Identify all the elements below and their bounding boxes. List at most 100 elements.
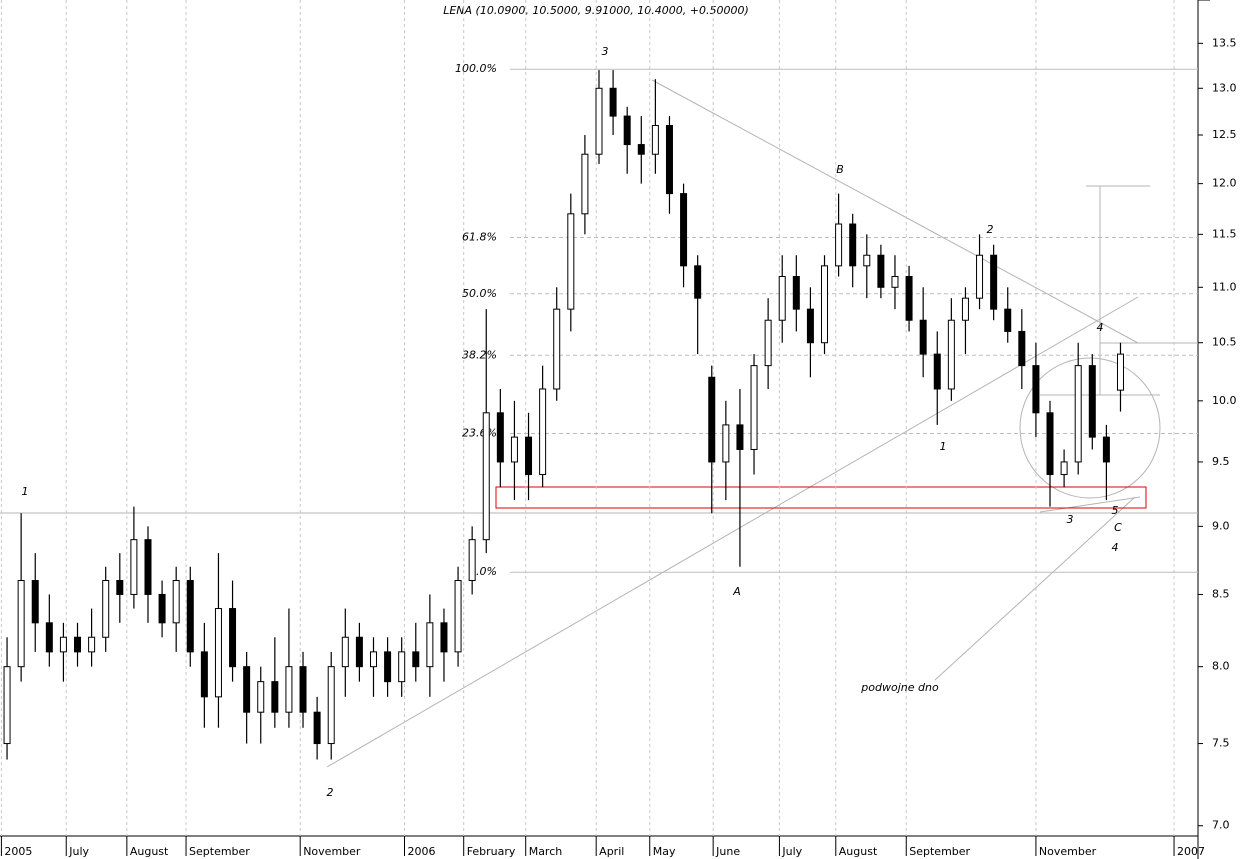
candle-body bbox=[976, 254, 984, 299]
x-tick-label: 2006 bbox=[408, 845, 436, 858]
candle-body bbox=[680, 193, 688, 267]
wave-label: C bbox=[1114, 521, 1122, 534]
candle-body bbox=[947, 319, 955, 390]
candle-body bbox=[919, 319, 927, 355]
wave-label: 1 bbox=[940, 440, 947, 453]
fib-label: 38.2% bbox=[462, 348, 497, 361]
wave-label: 3 bbox=[1067, 513, 1074, 526]
y-tick-label: 8.0 bbox=[1212, 660, 1230, 673]
x-tick-label: August bbox=[839, 845, 878, 858]
y-tick-label: 11.5 bbox=[1212, 227, 1237, 240]
y-tick-label: 13.0 bbox=[1212, 81, 1237, 94]
candle-body bbox=[102, 580, 110, 638]
candle-body bbox=[426, 622, 434, 668]
x-tick-label: 2005 bbox=[4, 845, 32, 858]
drawing-tools bbox=[0, 79, 1198, 768]
candle-body bbox=[905, 276, 913, 321]
candle-body bbox=[553, 308, 561, 390]
candle-body bbox=[849, 223, 857, 267]
candle-body bbox=[243, 666, 251, 713]
trend-line bbox=[651, 79, 1139, 344]
candle-body bbox=[651, 125, 659, 155]
pointer-line bbox=[934, 496, 1136, 681]
candle-body bbox=[933, 353, 941, 390]
candle-body bbox=[144, 539, 152, 595]
candle-body bbox=[990, 254, 998, 310]
candle-body bbox=[186, 580, 194, 653]
wave-label: 3 bbox=[602, 45, 609, 58]
wave-label: 4 bbox=[1097, 321, 1104, 334]
candle-body bbox=[299, 666, 307, 713]
candle-body bbox=[341, 636, 349, 668]
candle-body bbox=[708, 376, 716, 463]
note: podwojne dno bbox=[860, 681, 939, 694]
candle-body bbox=[1088, 365, 1096, 438]
y-tick-label: 7.0 bbox=[1212, 819, 1230, 832]
candle-body bbox=[750, 365, 758, 450]
candle-body bbox=[1032, 365, 1040, 414]
pointer-line bbox=[1039, 496, 1141, 513]
candle-body bbox=[369, 651, 377, 668]
candle-body bbox=[694, 265, 702, 299]
candle-body bbox=[313, 711, 321, 745]
y-tick-label: 8.5 bbox=[1212, 587, 1230, 600]
candle-body bbox=[764, 319, 772, 367]
candle-body bbox=[440, 622, 448, 653]
x-tick-label: June bbox=[715, 845, 740, 858]
y-tick-label: 7.5 bbox=[1212, 737, 1230, 750]
y-tick-label: 12.5 bbox=[1212, 128, 1237, 141]
candle-body bbox=[1004, 308, 1012, 332]
wave-label: 1 bbox=[22, 485, 29, 498]
candle-body bbox=[17, 580, 25, 668]
y-tick-label: 10.5 bbox=[1212, 336, 1237, 349]
x-tick-label: April bbox=[599, 845, 624, 858]
x-tick-label: May bbox=[653, 845, 676, 858]
candle-body bbox=[158, 593, 166, 624]
x-tick-label: July bbox=[68, 845, 89, 858]
support-box bbox=[495, 486, 1147, 509]
candle-body bbox=[229, 608, 237, 668]
fib-label: 23.6% bbox=[462, 426, 497, 439]
candle-body bbox=[567, 213, 575, 310]
circle-marker bbox=[1019, 357, 1161, 499]
candle-body bbox=[482, 412, 490, 541]
candle-body bbox=[384, 651, 392, 683]
candle-body bbox=[214, 608, 222, 698]
candle-body bbox=[257, 681, 265, 713]
y-tick-label: 11.0 bbox=[1212, 280, 1237, 293]
wave-label: 2 bbox=[987, 223, 994, 236]
candle-body bbox=[116, 580, 124, 595]
wave-label: 5 bbox=[1112, 504, 1119, 517]
candle-body bbox=[1102, 436, 1110, 463]
candle-body bbox=[806, 308, 814, 344]
x-tick-label: November bbox=[1039, 845, 1097, 858]
candle-body bbox=[327, 666, 335, 745]
candle-body bbox=[665, 125, 673, 195]
candle-body bbox=[31, 580, 39, 624]
candle-body bbox=[271, 681, 279, 713]
x-tick-label: March bbox=[529, 845, 563, 858]
candle-body bbox=[722, 424, 730, 463]
candle-body bbox=[595, 87, 603, 155]
x-tick-label: February bbox=[467, 845, 516, 858]
x-tick-label: September bbox=[909, 845, 970, 858]
candle-body bbox=[891, 276, 899, 288]
x-tick-label: 2007 bbox=[1177, 845, 1205, 858]
x-tick-label: September bbox=[189, 845, 250, 858]
candle-body bbox=[59, 636, 67, 653]
y-tick-label: 9.5 bbox=[1212, 455, 1230, 468]
candle-body bbox=[412, 651, 420, 668]
x-tick-label: July bbox=[781, 845, 802, 858]
candle-body bbox=[539, 388, 547, 476]
wave-label: B bbox=[836, 163, 844, 176]
candle-body bbox=[736, 424, 744, 450]
fib-label: 100.0% bbox=[455, 62, 497, 75]
candle-body bbox=[88, 636, 96, 653]
candle-body bbox=[454, 580, 462, 653]
candle-body bbox=[792, 276, 800, 310]
candle-body bbox=[1116, 353, 1124, 391]
candle-body bbox=[1060, 461, 1068, 476]
candle-body bbox=[877, 254, 885, 288]
y-tick-label: 12.0 bbox=[1212, 177, 1237, 190]
